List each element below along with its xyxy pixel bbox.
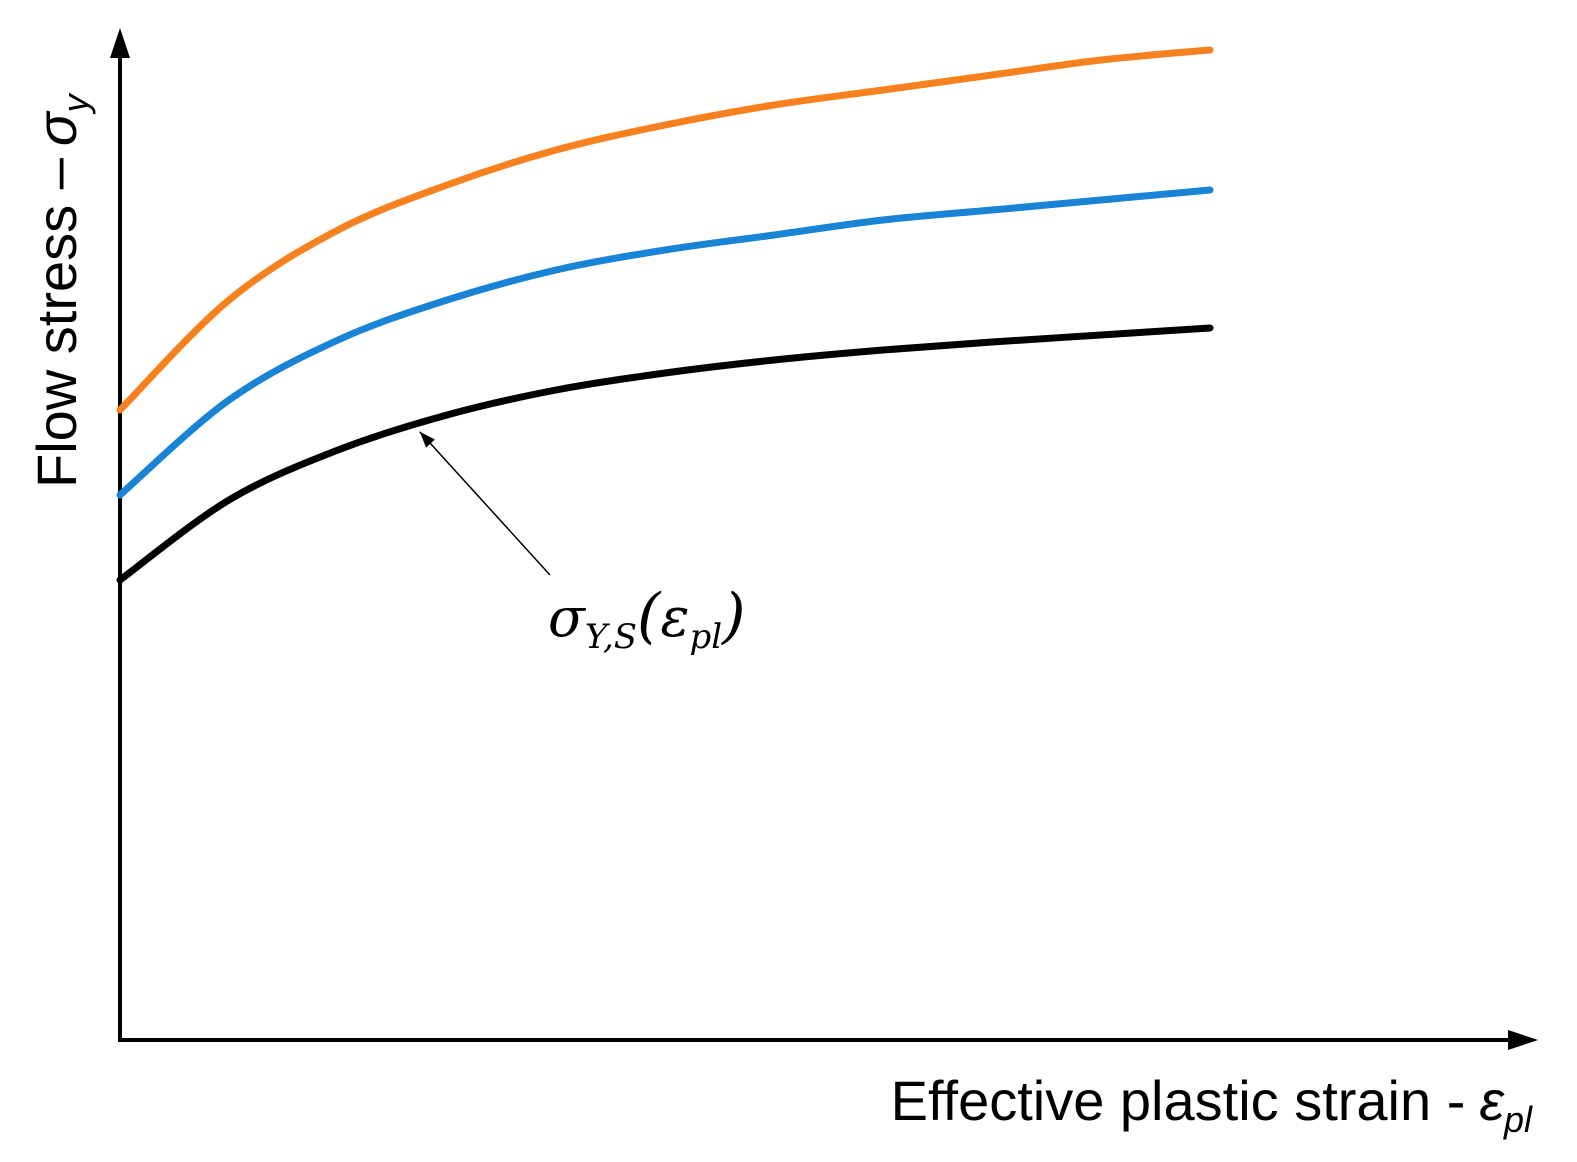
annotation-arg-subscript: pl (689, 617, 722, 657)
annotation-leader-line (419, 431, 551, 576)
annotation-paren-open: ( (637, 581, 662, 651)
x-axis-label: Effective plastic strain - εpl (891, 1069, 1533, 1140)
x-axis-label-symbol: ε (1479, 1069, 1505, 1132)
curves (116, 46, 1214, 584)
annotation-arrowhead (419, 431, 435, 448)
axes (110, 28, 1538, 1050)
annotation-symbol: σ (548, 586, 587, 649)
curve-blue (116, 186, 1214, 499)
annotation-label: σY,S(εpl) (548, 581, 746, 657)
y-axis-arrowhead (110, 28, 130, 58)
curve-black (116, 324, 1214, 584)
annotation-subscript: Y,S (585, 617, 637, 657)
curve-orange (116, 46, 1214, 414)
annotation-arg: ε (660, 586, 689, 649)
y-axis-label-subscript: y (55, 92, 96, 115)
y-axis-label-text: Flow stress – (25, 157, 88, 488)
x-axis-label-text: Effective plastic strain - (891, 1069, 1466, 1132)
y-axis-label: Flow stress – σy (25, 92, 96, 488)
annotation: σY,S(εpl) (419, 431, 746, 657)
y-axis-label-symbol: σ (25, 110, 88, 146)
annotation-paren-close: ) (720, 581, 745, 651)
x-axis-label-subscript: pl (1503, 1099, 1533, 1140)
x-axis-arrowhead (1508, 1030, 1538, 1050)
